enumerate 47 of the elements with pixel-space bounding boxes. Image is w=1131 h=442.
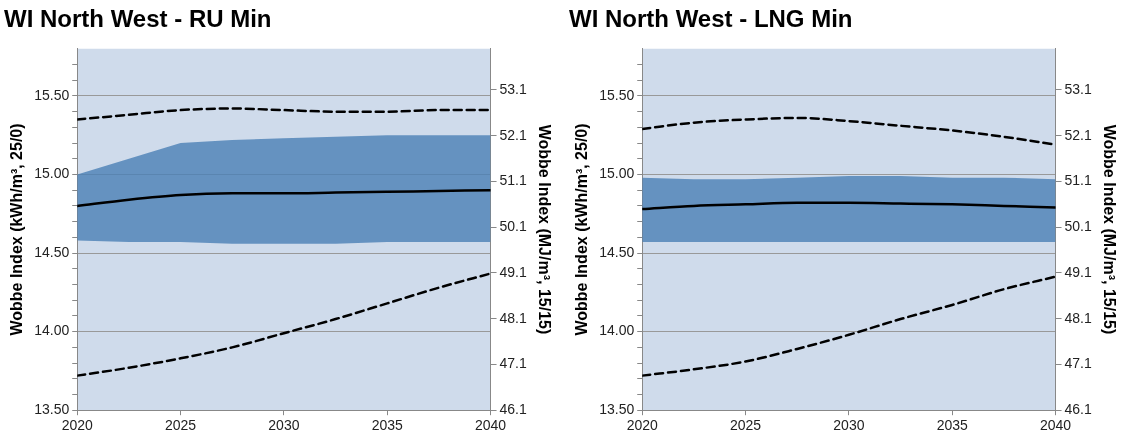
x-tick-label: 2040: [1039, 417, 1072, 434]
y2-tick-label: 46.1: [1064, 401, 1093, 418]
line-series: [77, 107, 491, 121]
x-tick-label: 2040: [474, 417, 507, 434]
y-tick-label: 14.00: [599, 322, 635, 339]
y-tick-label: 14.50: [599, 243, 635, 260]
x-tick-label: 2020: [61, 417, 94, 434]
y2-tick-label: 51.1: [1064, 172, 1093, 189]
x-tick-label: 2020: [626, 417, 659, 434]
y-tick-label: 15.50: [599, 86, 635, 103]
y2-tick-label: 48.1: [499, 309, 528, 326]
y2-axis-title: Wobbe Index (MJ/m³, 15/15): [1100, 124, 1118, 335]
y-tick-label: 13.50: [34, 401, 70, 418]
line-series: [77, 272, 491, 377]
y-axis-title: Wobbe Index (kWh/m³, 25/0): [8, 123, 26, 336]
line-series: [642, 275, 1056, 377]
y2-tick-label: 52.1: [499, 126, 528, 143]
x-tick-label: 2030: [833, 417, 865, 434]
y-tick-label: 15.00: [599, 165, 635, 182]
y2-tick-label: 49.1: [1064, 263, 1093, 280]
y2-tick-label: 49.1: [499, 263, 528, 280]
x-tick-label: 2025: [729, 417, 762, 434]
y2-tick-label: 53.1: [499, 80, 528, 97]
y-tick-label: 15.50: [34, 86, 70, 103]
y2-tick-label: 51.1: [499, 172, 528, 189]
x-tick-label: 2030: [268, 417, 300, 434]
y-axis-title: Wobbe Index (kWh/m³, 25/0): [573, 123, 591, 336]
chart-title: WI North West - RU Min: [4, 5, 272, 33]
y-tick-label: 15.00: [34, 165, 70, 182]
y2-tick-label: 52.1: [1064, 126, 1093, 143]
y2-axis-title: Wobbe Index (MJ/m³, 15/15): [535, 124, 553, 335]
y2-tick-label: 50.1: [1064, 218, 1093, 235]
y-tick-label: 14.00: [34, 322, 70, 339]
line-series: [77, 188, 491, 208]
y2-tick-label: 50.1: [499, 218, 528, 235]
line-series: [642, 201, 1056, 211]
y-tick-label: 13.50: [599, 401, 635, 418]
y2-tick-label: 47.1: [1064, 355, 1093, 372]
x-tick-label: 2035: [936, 417, 968, 434]
y-tick-label: 14.50: [34, 243, 70, 260]
y2-tick-label: 46.1: [499, 401, 528, 418]
y2-tick-label: 47.1: [499, 355, 528, 372]
y2-tick-label: 53.1: [1064, 80, 1093, 97]
x-tick-label: 2035: [371, 417, 403, 434]
y2-tick-label: 48.1: [1064, 309, 1093, 326]
chart-title: WI North West - LNG Min: [569, 5, 853, 33]
x-tick-label: 2025: [164, 417, 197, 434]
